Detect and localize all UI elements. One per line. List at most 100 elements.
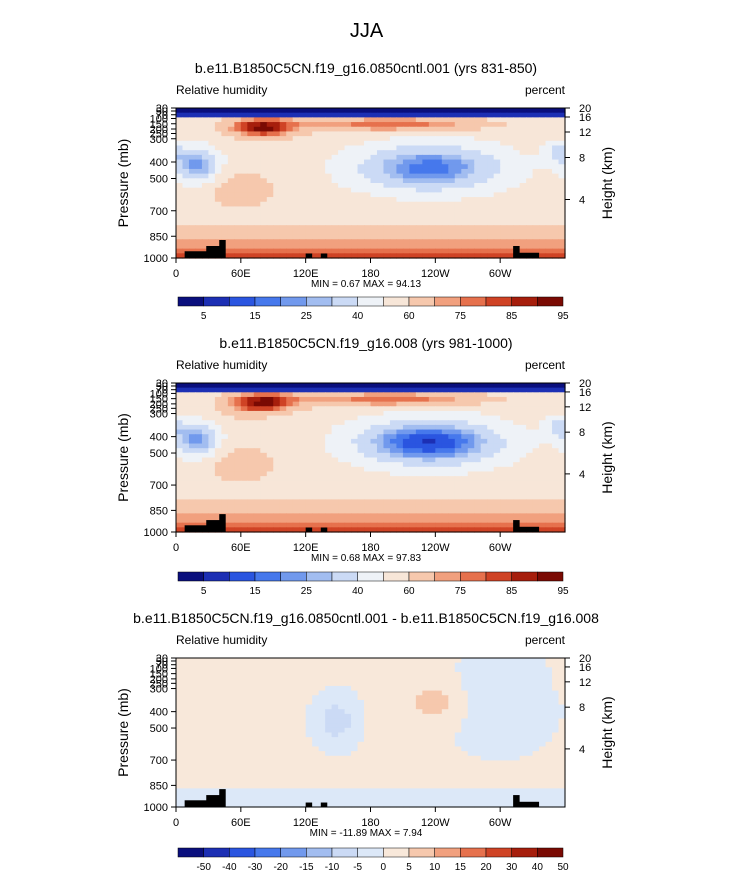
field-cell xyxy=(441,490,449,496)
field-cell xyxy=(286,667,294,673)
field-cell xyxy=(415,452,423,459)
field-cell xyxy=(519,248,527,254)
field-cell xyxy=(344,420,352,426)
field-cell xyxy=(389,490,398,496)
field-cell xyxy=(221,699,229,706)
field-cell xyxy=(195,136,203,142)
field-cell xyxy=(500,462,508,468)
field-cell xyxy=(370,658,378,664)
field-cell xyxy=(409,220,417,226)
field-cell xyxy=(487,112,495,118)
field-cell xyxy=(292,112,300,118)
field-cell xyxy=(292,131,300,137)
field-cell xyxy=(493,508,501,514)
field-cell xyxy=(506,154,514,161)
field-cell xyxy=(214,201,222,208)
field-cell xyxy=(506,229,514,236)
field-cell xyxy=(474,429,482,435)
field-cell xyxy=(299,383,307,389)
field-cell xyxy=(441,164,449,170)
field-cell xyxy=(286,215,294,222)
field-cell xyxy=(480,499,488,505)
field-cell xyxy=(480,476,488,482)
field-cell xyxy=(513,108,521,114)
field-cell xyxy=(331,527,339,533)
field-cell xyxy=(279,504,287,510)
field-cell xyxy=(364,713,372,720)
field-cell xyxy=(389,471,398,477)
field-cell xyxy=(208,471,216,477)
field-cell xyxy=(409,713,417,720)
field-cell xyxy=(292,476,300,482)
field-cell xyxy=(240,723,248,729)
field-cell xyxy=(176,140,184,147)
field-cell xyxy=(364,429,372,435)
field-cell xyxy=(234,159,242,165)
field-cell xyxy=(435,131,443,137)
field-cell xyxy=(318,518,326,524)
field-cell xyxy=(344,504,352,510)
field-cell xyxy=(227,108,235,114)
field-cell xyxy=(299,662,307,668)
field-cell xyxy=(351,150,359,156)
field-cell xyxy=(247,443,255,449)
field-cell xyxy=(208,126,216,133)
field-cell xyxy=(376,518,385,524)
field-cell xyxy=(201,387,210,393)
field-cell xyxy=(526,164,534,170)
field-cell xyxy=(409,187,417,193)
field-cell xyxy=(461,695,469,701)
field-cell xyxy=(415,518,423,524)
field-cell xyxy=(201,215,210,222)
field-cell xyxy=(338,253,346,259)
field-cell xyxy=(370,206,378,212)
field-cell xyxy=(325,108,333,114)
field-cell xyxy=(383,396,391,403)
field-cell xyxy=(201,438,210,445)
field-cell xyxy=(279,159,287,165)
field-cell xyxy=(305,457,313,463)
field-cell xyxy=(195,112,203,118)
field-cell xyxy=(370,494,378,501)
field-cell xyxy=(312,480,320,487)
field-cell xyxy=(182,690,190,696)
field-cell xyxy=(513,667,521,673)
field-cell xyxy=(253,662,261,668)
field-cell xyxy=(240,225,248,231)
field-cell xyxy=(396,183,404,189)
field-cell xyxy=(454,424,462,431)
field-cell xyxy=(176,457,184,463)
field-cell xyxy=(266,392,274,398)
field-cell xyxy=(552,253,560,259)
field-cell xyxy=(318,429,326,435)
field-cell xyxy=(383,215,391,222)
field-cell xyxy=(208,671,216,678)
field-cell xyxy=(305,662,313,668)
field-cell xyxy=(422,713,430,720)
field-cell xyxy=(344,248,352,254)
field-cell xyxy=(240,667,248,673)
field-cell xyxy=(545,518,553,524)
field-cell xyxy=(279,168,287,175)
field-cell xyxy=(188,168,197,175)
field-cell xyxy=(331,248,339,254)
field-cell xyxy=(344,462,352,468)
field-cell xyxy=(344,211,352,217)
field-cell xyxy=(415,662,423,668)
field-cell xyxy=(318,420,326,426)
field-cell xyxy=(422,215,430,222)
field-cell xyxy=(253,206,261,212)
field-cell xyxy=(487,658,495,664)
field-cell xyxy=(318,508,326,514)
field-cell xyxy=(539,164,547,170)
field-cell xyxy=(344,476,352,482)
field-cell xyxy=(513,466,521,473)
field-cell xyxy=(234,112,242,118)
field-cell xyxy=(448,383,456,389)
field-cell xyxy=(208,201,216,208)
field-cell xyxy=(474,122,482,128)
field-cell xyxy=(493,713,501,720)
field-cell xyxy=(227,112,235,118)
field-cell xyxy=(552,690,560,696)
field-cell xyxy=(292,164,300,170)
